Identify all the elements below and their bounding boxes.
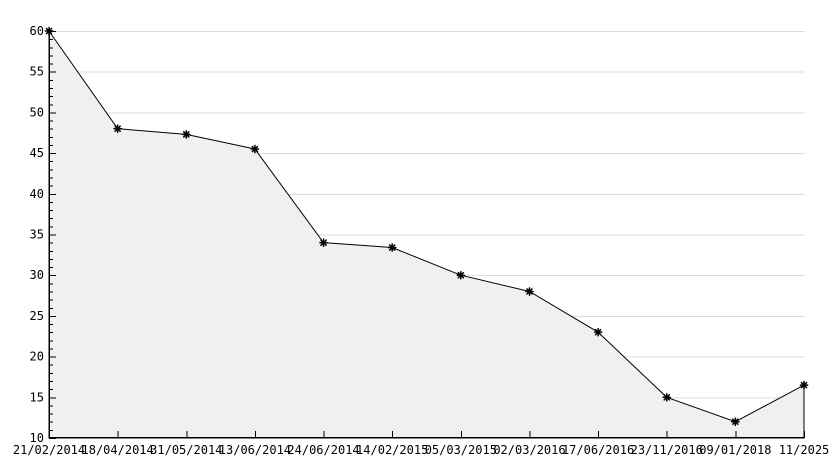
- data-point-marker: [44, 26, 54, 36]
- y-axis-tick-label: 55: [30, 65, 44, 79]
- x-axis-tick-label: 21/02/2014: [13, 443, 85, 457]
- data-point-marker: [113, 124, 122, 134]
- x-axis-tick-label: 11/2025: [779, 443, 830, 457]
- data-point-marker: [525, 287, 534, 296]
- y-axis-tick-label: 45: [30, 146, 44, 160]
- x-axis-tick-label: 24/06/2014: [287, 443, 359, 457]
- y-axis-tick-label: 50: [30, 105, 44, 119]
- data-point-marker: [593, 327, 603, 337]
- marker-center: [664, 395, 669, 400]
- data-point-marker: [181, 130, 191, 139]
- marker-center: [527, 289, 532, 294]
- y-axis-tick-label: 15: [30, 390, 44, 404]
- y-axis-tick-label: 10: [30, 431, 44, 445]
- data-point-marker: [662, 392, 672, 402]
- data-point-marker: [250, 144, 260, 154]
- marker-center: [184, 132, 189, 137]
- data-point-marker: [456, 270, 466, 280]
- data-point-marker: [319, 238, 328, 247]
- x-axis-tick-label: 02/03/2016: [493, 443, 565, 457]
- marker-center: [390, 245, 394, 250]
- y-axis-tick-label: 20: [30, 350, 44, 364]
- marker-center: [253, 147, 257, 151]
- y-axis-tick-label: 40: [30, 187, 44, 201]
- marker-center: [459, 273, 463, 278]
- y-axis-tick-label: 60: [30, 24, 44, 38]
- marker-center: [47, 29, 51, 33]
- data-point-marker: [799, 380, 809, 390]
- y-axis-tick-label: 30: [30, 268, 44, 282]
- data-point-marker: [387, 243, 397, 252]
- x-axis-tick-label: 23/11/2016: [631, 443, 703, 457]
- x-axis-tick-label: 17/06/2016: [562, 443, 634, 457]
- x-axis-tick-label: 05/03/2015: [425, 443, 497, 457]
- y-axis-tick-label: 35: [30, 228, 44, 242]
- data-point-marker: [731, 417, 740, 427]
- x-axis-tick-label: 14/02/2015: [356, 443, 428, 457]
- x-axis-tick-label: 31/05/2014: [150, 443, 222, 457]
- marker-center: [321, 240, 326, 245]
- x-axis-tick-label: 09/01/2018: [699, 443, 771, 457]
- x-axis-tick-label: 13/06/2014: [219, 443, 291, 457]
- marker-center: [596, 330, 600, 334]
- y-axis-tick-label: 25: [30, 309, 44, 323]
- marker-center: [115, 126, 120, 131]
- marker-center: [733, 419, 738, 424]
- marker-center: [802, 383, 806, 387]
- x-axis-tick-label: 18/04/2014: [82, 443, 154, 457]
